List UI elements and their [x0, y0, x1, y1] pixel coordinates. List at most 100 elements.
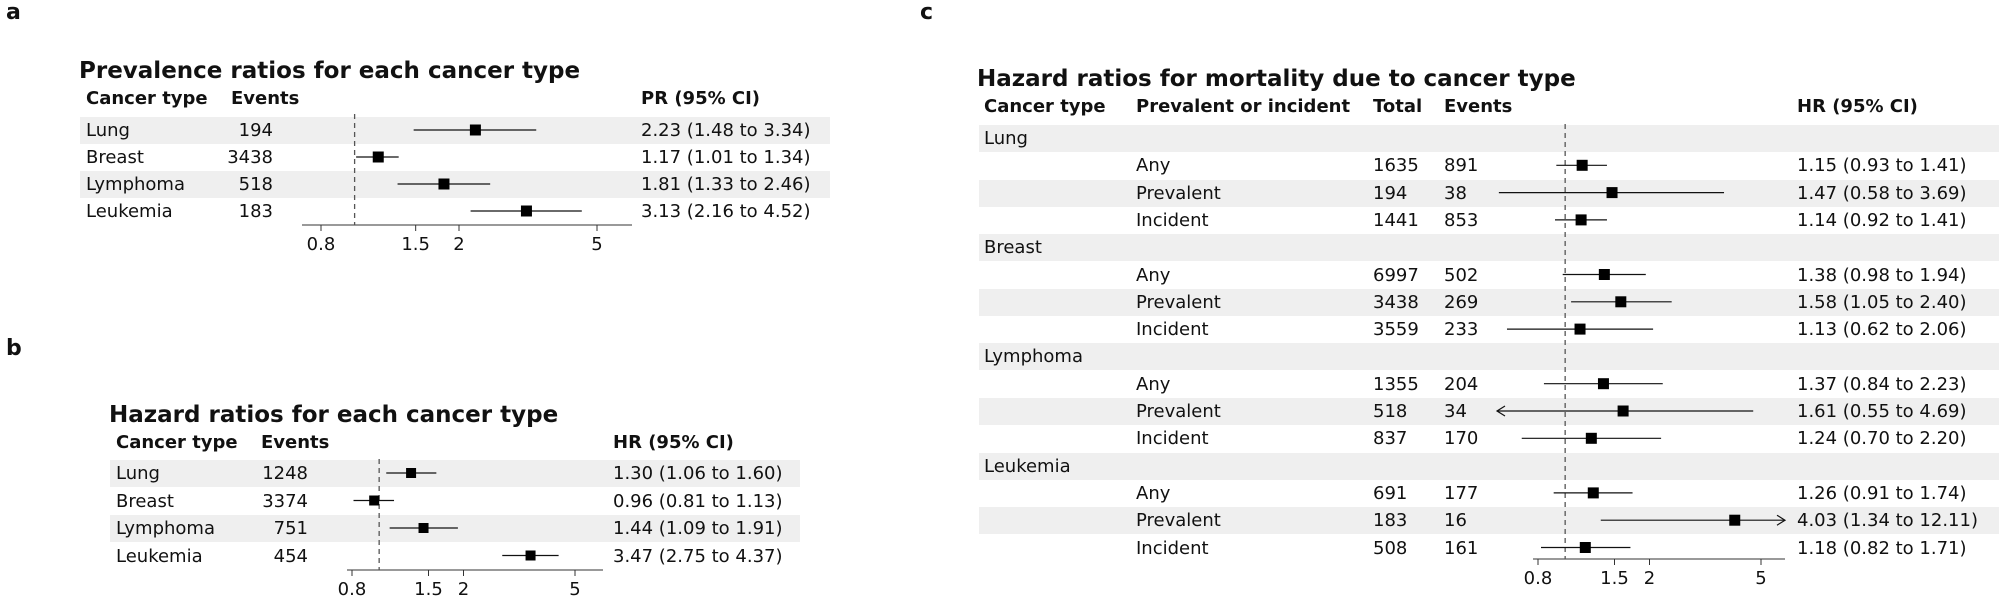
panel-c-row-label: Incident: [1136, 319, 1209, 341]
panel-a-row-events: 183: [238, 201, 273, 222]
panel-b-row-events: 1248: [262, 463, 308, 484]
panel-c-ci-arrow-left: [1495, 405, 1506, 417]
panel-c-row-label: Prevalent: [1136, 510, 1221, 532]
panel-a-header-ci: PR (95% CI): [641, 88, 761, 109]
panel-c-row-ci: 1.47 (0.58 to 3.69): [1797, 182, 1967, 204]
panel-a-point-estimate: [438, 178, 450, 190]
panel-c-row-total: 194: [1373, 182, 1408, 204]
panel-c-row-total: 1355: [1373, 373, 1419, 395]
panel-c-row-total: 183: [1373, 510, 1408, 532]
panel-a-row-ci: 1.17 (1.01 to 1.34): [641, 147, 811, 168]
panel-c-row-events: 177: [1444, 482, 1479, 504]
panel-c-row-ci: 1.14 (0.92 to 1.41): [1797, 209, 1967, 231]
panel-b-row-ci: 0.96 (0.81 to 1.13): [613, 490, 783, 512]
panel-a-x-tick-label: 5: [591, 234, 602, 255]
panel-c-row-label: Any: [1136, 482, 1171, 504]
panel-c-row-stripe: [979, 234, 1999, 262]
panel-c-row-label: Any: [1136, 264, 1171, 286]
panel-c-row-events: 269: [1444, 291, 1479, 313]
panel-a-row-ci: 2.23 (1.48 to 3.34): [641, 120, 811, 141]
panel-c-row-total: 1635: [1373, 155, 1419, 177]
panel-c-point-estimate: [1617, 405, 1629, 417]
panel-c-row-events: 170: [1444, 428, 1479, 450]
panel-c-row-total: 691: [1373, 482, 1408, 504]
panel-c-x-tick-label: 0.8: [1524, 568, 1553, 589]
panel-c-row-ci: 1.15 (0.93 to 1.41): [1797, 155, 1967, 177]
panel-c-row-events: 233: [1444, 319, 1479, 341]
panel-c-point-estimate: [1576, 159, 1588, 171]
panel-b-row-events: 3374: [262, 490, 308, 512]
panel-c-row-label: Prevalent: [1136, 182, 1221, 204]
panel-b-point-estimate: [418, 523, 429, 533]
panel-c-row-ci: 1.61 (0.55 to 4.69): [1797, 401, 1967, 422]
panel-c-row-ci: 1.18 (0.82 to 1.71): [1797, 537, 1967, 559]
panel-a-row-ci: 3.13 (2.16 to 4.52): [641, 201, 811, 222]
panel-c-row-total: 6997: [1373, 264, 1419, 286]
panel-a-row-events: 518: [238, 174, 273, 195]
panel-c-row-ci: 1.26 (0.91 to 1.74): [1797, 482, 1967, 504]
panel-c-title: Hazard ratios for mortality due to cance…: [977, 66, 1576, 92]
panel-b-point-estimate: [406, 468, 417, 478]
panel-b-row-events: 751: [273, 518, 308, 539]
panel-b-header-type: Cancer type: [116, 432, 238, 453]
panel-c-row-ci: 1.38 (0.98 to 1.94): [1797, 264, 1967, 286]
panel-a-x-tick-label: 1.5: [401, 234, 430, 255]
panel-a-row-label: Leukemia: [86, 201, 173, 222]
panel-b-x-tick-label: 2: [458, 579, 469, 600]
panel-b-x-tick-label: 1.5: [414, 579, 443, 600]
panel-letter-a: a: [6, 0, 21, 25]
panel-c-group-label: Breast: [984, 237, 1042, 259]
panel-b-row-ci: 3.47 (2.75 to 4.37): [613, 545, 783, 567]
panel-c-row-label: Incident: [1136, 428, 1209, 450]
panel-letter-c: c: [920, 0, 934, 25]
panel-a-header-events: Events: [231, 88, 300, 109]
panel-c-point-estimate: [1615, 296, 1627, 308]
panel-a-point-estimate: [372, 151, 384, 163]
panel-c-point-estimate: [1598, 269, 1610, 280]
panel-c-row-label: Any: [1136, 155, 1171, 177]
panel-c-header-ci: HR (95% CI): [1797, 96, 1918, 117]
panel-c-row-label: Incident: [1136, 209, 1209, 231]
panel-c-row-stripe: [979, 343, 1999, 371]
panel-c-header-events: Events: [1444, 96, 1513, 117]
panel-c-point-estimate: [1606, 187, 1618, 199]
panel-a-point-estimate: [520, 205, 532, 217]
panel-c-row-total: 508: [1373, 537, 1408, 559]
panel-a-x-tick-label: 0.8: [307, 234, 336, 255]
panel-c-point-estimate: [1597, 378, 1609, 390]
panel-c-group-label: Lymphoma: [984, 346, 1083, 368]
panel-a-row-label: Lung: [86, 120, 130, 141]
panel-b-row-label: Lung: [116, 463, 160, 484]
panel-b-row-label: Breast: [116, 490, 174, 512]
panel-c-group-label: Lung: [984, 128, 1028, 149]
panel-letter-b: b: [6, 336, 22, 361]
panel-b-row-events: 454: [273, 545, 308, 567]
panel-c-row-ci: 4.03 (1.34 to 12.11): [1797, 510, 1978, 532]
panel-c-row-stripe: [979, 288, 1999, 316]
panel-c-row-events: 38: [1444, 182, 1467, 204]
panel-b-row-ci: 1.30 (1.06 to 1.60): [613, 463, 783, 484]
panel-b-row-ci: 1.44 (1.09 to 1.91): [613, 518, 783, 539]
panel-c-row-events: 853: [1444, 209, 1479, 231]
panel-c-row-events: 16: [1444, 510, 1467, 532]
panel-c-row-label: Prevalent: [1136, 291, 1221, 313]
panel-b-header-ci: HR (95% CI): [613, 432, 734, 453]
panel-b-point-estimate: [369, 495, 380, 506]
panel-b-title: Hazard ratios for each cancer type: [109, 402, 559, 428]
panel-a-header-type: Cancer type: [86, 88, 208, 109]
panel-c-x-tick-label: 2: [1644, 568, 1655, 589]
panel-a-row-events: 194: [238, 120, 273, 141]
panel-a-title: Prevalence ratios for each cancer type: [79, 58, 581, 84]
panel-a-x-tick-label: 2: [453, 234, 464, 255]
panel-c-point-estimate: [1587, 487, 1599, 499]
panel-c-header-pi: Prevalent or incident: [1136, 96, 1351, 117]
panel-c-header-type: Cancer type: [984, 96, 1106, 117]
panel-c-row-events: 161: [1444, 537, 1479, 559]
panel-c-row-events: 204: [1444, 373, 1479, 395]
panel-c-row-label: Any: [1136, 373, 1171, 395]
panel-c-row-label: Prevalent: [1136, 401, 1221, 422]
panel-c-group-label: Leukemia: [984, 455, 1071, 477]
panel-c-row-ci: 1.37 (0.84 to 2.23): [1797, 373, 1967, 395]
panel-c-point-estimate: [1729, 514, 1741, 526]
